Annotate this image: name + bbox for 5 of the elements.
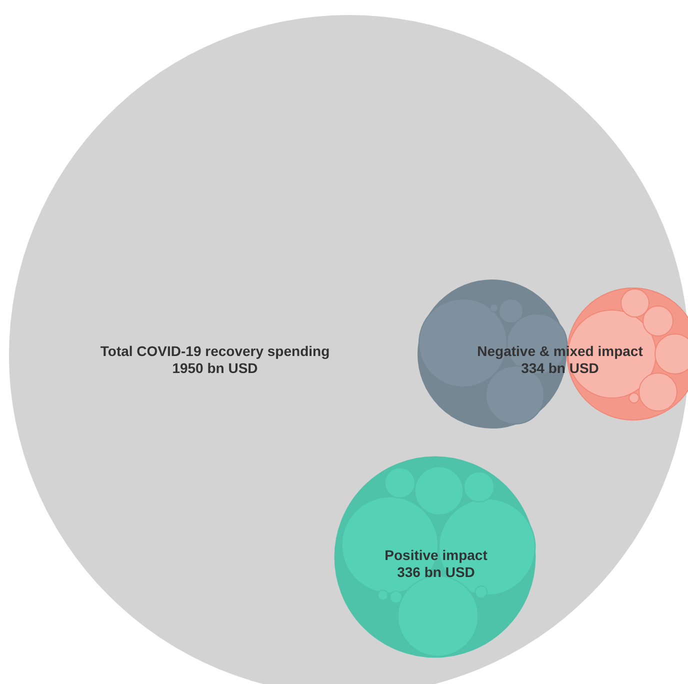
data-label: 1950 bn USD <box>172 360 258 376</box>
category-label: Positive impact <box>384 546 488 563</box>
data-label: 336 bn USD <box>397 564 475 580</box>
data-label: 334 bn USD <box>521 360 599 376</box>
category-label: Total COVID-19 recovery spending <box>100 342 330 359</box>
